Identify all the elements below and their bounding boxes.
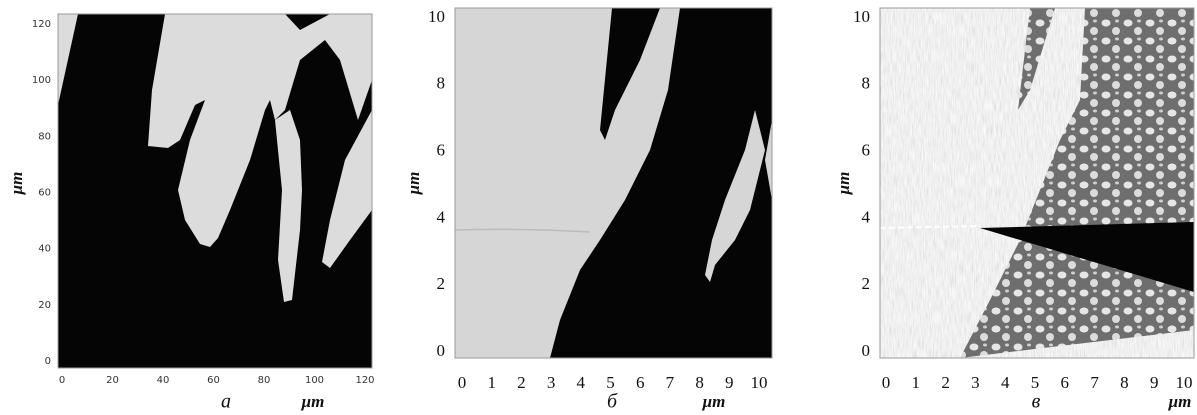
y-tick-label: 6 bbox=[862, 141, 871, 160]
x-tick-label: 120 bbox=[355, 375, 374, 386]
y-axis-label: μm bbox=[834, 172, 853, 196]
x-tick-label: 3 bbox=[547, 373, 556, 392]
frame bbox=[454, 7, 773, 359]
frame bbox=[879, 7, 1195, 359]
x-tick-label: 3 bbox=[971, 373, 980, 392]
y-tick-label: 20 bbox=[38, 300, 51, 311]
x-tick-label: 5 bbox=[606, 373, 615, 392]
x-tick-label: 10 bbox=[751, 373, 768, 392]
x-tick-label: 10 bbox=[1176, 373, 1193, 392]
x-axis-label: μm bbox=[301, 392, 325, 411]
x-axis-label: μm bbox=[702, 392, 726, 411]
x-tick-label: 20 bbox=[106, 375, 119, 386]
y-tick-label: 6 bbox=[437, 141, 446, 160]
x-tick-label: 60 bbox=[207, 375, 220, 386]
x-axis-label: μm bbox=[1168, 392, 1192, 411]
y-axis-label: μm bbox=[7, 172, 26, 196]
y-tick-label: 0 bbox=[862, 341, 871, 360]
image-c bbox=[880, 8, 1194, 358]
y-tick-label: 2 bbox=[862, 274, 871, 293]
x-tick-label: 7 bbox=[666, 373, 675, 392]
y-tick-label: 60 bbox=[38, 188, 51, 199]
y-tick-label: 2 bbox=[437, 274, 446, 293]
image-b bbox=[455, 8, 772, 358]
x-tick-label: 1 bbox=[912, 373, 921, 392]
x-tick-label: 9 bbox=[1150, 373, 1159, 392]
x-tick-label: 7 bbox=[1090, 373, 1099, 392]
x-tick-label: 4 bbox=[577, 373, 586, 392]
x-tick-label: 0 bbox=[458, 373, 467, 392]
panel-caption: б bbox=[607, 391, 618, 413]
y-tick-label: 40 bbox=[38, 244, 51, 255]
y-tick-label: 100 bbox=[32, 75, 51, 86]
x-tick-label: 8 bbox=[695, 373, 704, 392]
y-tick-label: 4 bbox=[862, 207, 871, 226]
x-tick-label: 1 bbox=[487, 373, 496, 392]
x-tick-label: 6 bbox=[636, 373, 645, 392]
y-tick-label: 8 bbox=[437, 74, 446, 93]
x-tick-label: 8 bbox=[1120, 373, 1129, 392]
panel-caption: а bbox=[221, 391, 231, 413]
y-axis-label: μm bbox=[404, 172, 423, 196]
x-tick-label: 5 bbox=[1031, 373, 1040, 392]
x-tick-label: 9 bbox=[725, 373, 734, 392]
x-tick-label: 80 bbox=[258, 375, 271, 386]
panel-caption: в bbox=[1032, 391, 1041, 413]
x-tick-label: 6 bbox=[1061, 373, 1070, 392]
frame bbox=[57, 13, 373, 369]
y-tick-label: 120 bbox=[32, 19, 51, 30]
x-tick-label: 2 bbox=[517, 373, 526, 392]
y-tick-label: 10 bbox=[428, 7, 445, 26]
x-tick-label: 4 bbox=[1001, 373, 1010, 392]
y-tick-label: 80 bbox=[38, 131, 51, 142]
y-tick-label: 10 bbox=[853, 7, 870, 26]
y-tick-label: 8 bbox=[862, 74, 871, 93]
x-tick-label: 2 bbox=[941, 373, 950, 392]
x-tick-label: 100 bbox=[305, 375, 324, 386]
y-tick-label: 0 bbox=[437, 341, 446, 360]
x-tick-label: 0 bbox=[59, 375, 65, 386]
image-a bbox=[58, 14, 372, 368]
y-tick-label: 0 bbox=[45, 356, 51, 367]
x-tick-label: 40 bbox=[157, 375, 170, 386]
y-tick-label: 4 bbox=[437, 207, 446, 226]
x-tick-label: 0 bbox=[882, 373, 891, 392]
